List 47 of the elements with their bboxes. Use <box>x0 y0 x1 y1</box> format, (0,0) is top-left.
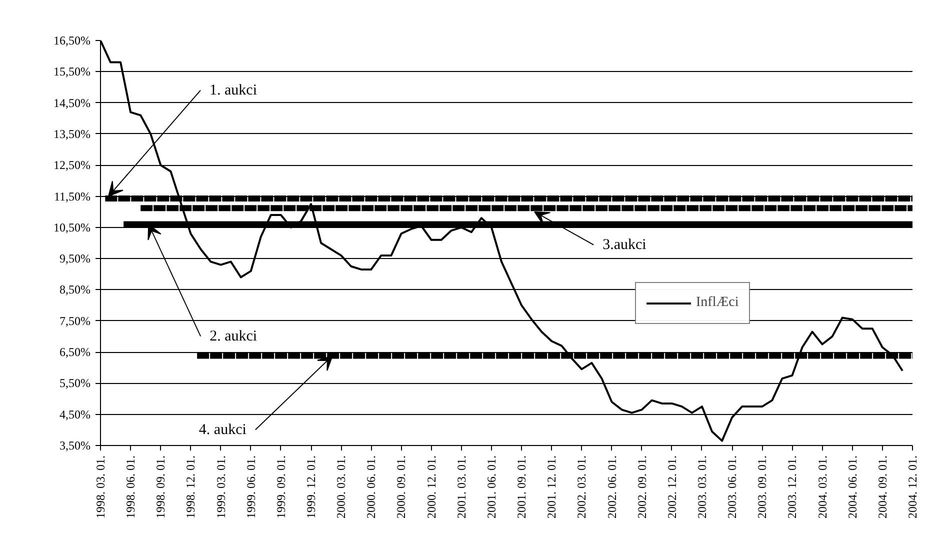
x-tick-label: 2003. 09. 01. <box>755 456 770 518</box>
x-tick-label: 2000. 06. 01. <box>364 456 378 518</box>
x-tick-label: 2003. 12. 01. <box>785 456 800 518</box>
x-tick-label: 1999. 12. 01. <box>304 456 318 518</box>
x-tick-label: 2000. 09. 01. <box>394 456 408 518</box>
y-tick-label: 13,50% <box>54 126 91 141</box>
x-tick-label: 2004. 03. 01. <box>815 456 830 518</box>
x-tick-label: 2002. 03. 01. <box>574 456 589 518</box>
x-tick-label: 2000. 12. 01. <box>424 456 438 518</box>
annotation: 2. aukci <box>210 328 258 344</box>
x-tick-label: 2004. 12. 01. <box>906 456 920 518</box>
annotation: 3.aukci <box>602 236 646 253</box>
annotation: 1. aukci <box>210 82 258 98</box>
x-tick-label: 1998. 06. 01. <box>124 456 138 518</box>
x-tick-label: 2003. 03. 01. <box>694 456 709 518</box>
x-tick-label: 2001. 12. 01. <box>544 456 559 518</box>
annotation: 4. aukci <box>198 422 246 438</box>
y-tick-label: 10,50% <box>54 220 91 234</box>
legend-label: InflÆci <box>696 295 739 311</box>
x-tick-label: 1999. 06. 01. <box>244 456 258 518</box>
y-tick-label: 4,50% <box>60 407 91 422</box>
x-tick-label: 2000. 03. 01. <box>334 456 348 518</box>
y-tick-label: 14,50% <box>54 96 91 110</box>
x-tick-label: 2001. 09. 01. <box>514 456 529 518</box>
x-tick-label: 2003. 06. 01. <box>725 456 740 518</box>
x-tick-label: 2002. 09. 01. <box>634 456 649 518</box>
x-tick-label: 2001. 03. 01. <box>454 456 468 518</box>
y-tick-label: 12,50% <box>54 158 91 172</box>
x-tick-label: 1999. 03. 01. <box>214 456 228 518</box>
x-tick-label: 2004. 09. 01. <box>875 456 890 518</box>
x-tick-label: 1999. 09. 01. <box>274 456 288 518</box>
y-tick-label: 16,50% <box>54 34 91 48</box>
y-tick-label: 3,50% <box>60 438 91 452</box>
y-tick-label: 8,50% <box>60 282 91 297</box>
x-tick-label: 2004. 06. 01. <box>845 456 860 518</box>
y-tick-label: 11,50% <box>54 189 91 204</box>
x-tick-label: 2001. 06. 01. <box>484 456 498 518</box>
x-tick-label: 1998. 12. 01. <box>184 456 198 518</box>
y-tick-label: 5,50% <box>60 376 91 390</box>
y-tick-label: 9,50% <box>60 252 91 266</box>
x-tick-label: 2002. 12. 01. <box>664 456 679 518</box>
x-tick-label: 1998. 03. 01. <box>94 456 108 518</box>
x-tick-label: 1998. 09. 01. <box>154 456 168 518</box>
y-tick-label: 7,50% <box>60 314 91 328</box>
x-tick-label: 2002. 06. 01. <box>604 456 619 518</box>
y-tick-label: 6,50% <box>60 345 91 360</box>
y-tick-label: 15,50% <box>54 64 91 79</box>
